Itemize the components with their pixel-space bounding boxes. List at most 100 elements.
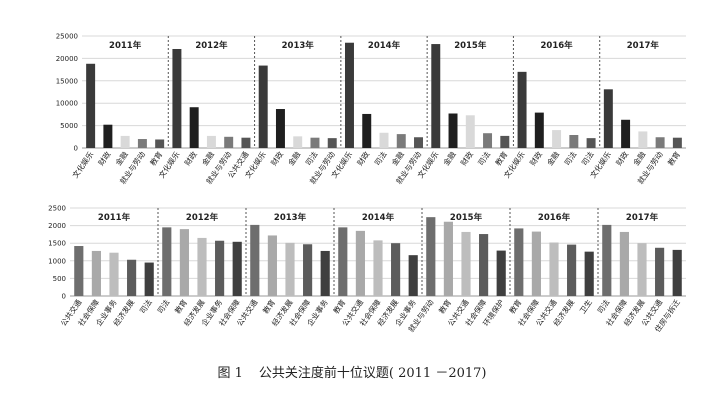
top-bar [586,138,596,148]
bottom-bar [461,231,471,296]
bottom-bar [443,221,453,296]
top-bar [103,124,113,148]
top-bar [465,115,475,148]
bottom-y-tick-label: 1000 [48,257,66,265]
bottom-bar [655,247,665,296]
top-x-tick-label: 金融 [441,149,458,167]
top-y-tick-label: 25000 [56,33,78,41]
bottom-group-year-label: 2015年 [450,212,483,223]
top-x-tick-label: 金融 [286,149,303,167]
bottom-x-tick-label: 教育 [260,297,277,315]
top-bar [569,135,579,148]
top-bar [241,137,251,148]
bottom-x-tick-label: 卫生 [577,297,594,315]
figure-caption: 图 1 公共关注度前十位议题( 2011 －2017) [0,362,704,381]
top-x-tick-label: 金融 [544,149,561,167]
top-bar [603,89,613,148]
top-x-tick-label: 教育 [148,149,165,167]
bottom-bar [391,243,401,296]
top-y-tick-label: 20000 [56,55,78,63]
top-bar [655,137,665,148]
top-x-tick-label: 文化娱乐 [70,149,96,180]
bottom-y-tick-label: 500 [53,275,66,283]
top-bar [552,130,562,148]
bottom-bar [355,230,365,296]
bottom-bar [373,240,383,296]
top-x-tick-label: 金融 [113,149,130,167]
bottom-x-tick-label: 教育 [331,297,348,315]
top-x-tick-label: 教育 [493,149,510,167]
bottom-bar [408,255,418,296]
top-x-tick-label: 金融 [199,149,216,167]
bottom-bar [267,235,277,296]
bottom-bar [496,250,506,296]
top-x-tick-label: 金融 [631,149,648,167]
bottom-x-tick-label: 教育 [507,297,524,315]
bottom-bar [619,231,629,296]
top-bar [86,63,96,148]
top-x-tick-label: 司法 [579,149,596,167]
top-x-tick-label: 财政 [613,149,630,167]
bottom-x-tick-label: 司法 [595,297,612,315]
bottom-bar [303,244,313,296]
bottom-bar [549,242,559,296]
bottom-x-tick-label: 司法 [137,297,154,315]
top-x-tick-label: 财政 [527,149,544,167]
top-x-tick-label: 财政 [458,149,475,167]
top-y-tick-label: 15000 [56,77,78,85]
top-x-tick-label: 司法 [562,149,579,167]
top-bar [310,137,320,148]
bottom-bar [320,250,330,296]
top-bar [621,119,631,148]
top-y-tick-label: 0 [74,145,78,153]
top-bar [517,71,527,148]
top-bar [362,113,372,148]
top-bar [275,109,285,148]
top-bar [327,138,337,148]
top-bar [224,136,234,148]
top-group-year-label: 2014年 [368,40,401,51]
top-bar [172,48,182,148]
figure-caption-text: 公共关注度前十位议题( 2011 －2017) [258,366,487,381]
bottom-bar [74,246,84,296]
bottom-bar [144,262,154,296]
bottom-group-year-label: 2013年 [274,212,307,223]
top-bar [500,135,510,148]
top-y-tick-label: 10000 [56,100,78,108]
bottom-x-tick-label: 教育 [172,297,189,315]
bottom-x-tick-label: 教育 [436,297,453,315]
bottom-bar [514,228,524,296]
bottom-y-tick-label: 2000 [48,222,66,230]
top-x-tick-label: 财政 [182,149,199,167]
top-bar [448,113,458,148]
top-x-tick-label: 财政 [355,149,372,167]
top-group-year-label: 2015年 [454,40,487,51]
bottom-group-year-label: 2016年 [538,212,571,223]
bottom-bar [426,217,436,296]
top-bar [431,44,441,149]
bottom-bar [285,242,295,296]
top-bar [293,136,303,148]
top-group-year-label: 2012年 [195,40,228,51]
top-group-year-label: 2016年 [540,40,573,51]
bottom-bar [127,259,137,296]
top-bar [379,132,389,148]
bottom-bar [637,243,647,296]
top-x-tick-label: 司法 [303,149,320,167]
top-x-tick-label: 财政 [96,149,113,167]
top-bar [414,137,424,148]
bottom-group-year-label: 2014年 [362,212,395,223]
bottom-bar [567,244,577,296]
bottom-bar [91,250,101,296]
top-bar [206,135,216,148]
bottom-bar [602,224,612,296]
top-bar [344,42,354,148]
figure-number: 图 1 [217,366,243,381]
bottom-bar [109,252,119,296]
bottom-bar [232,241,242,296]
top-bar [483,133,493,148]
bottom-y-tick-label: 1500 [48,240,66,248]
bottom-bar [250,224,260,296]
bottom-y-tick-label: 0 [62,293,66,301]
